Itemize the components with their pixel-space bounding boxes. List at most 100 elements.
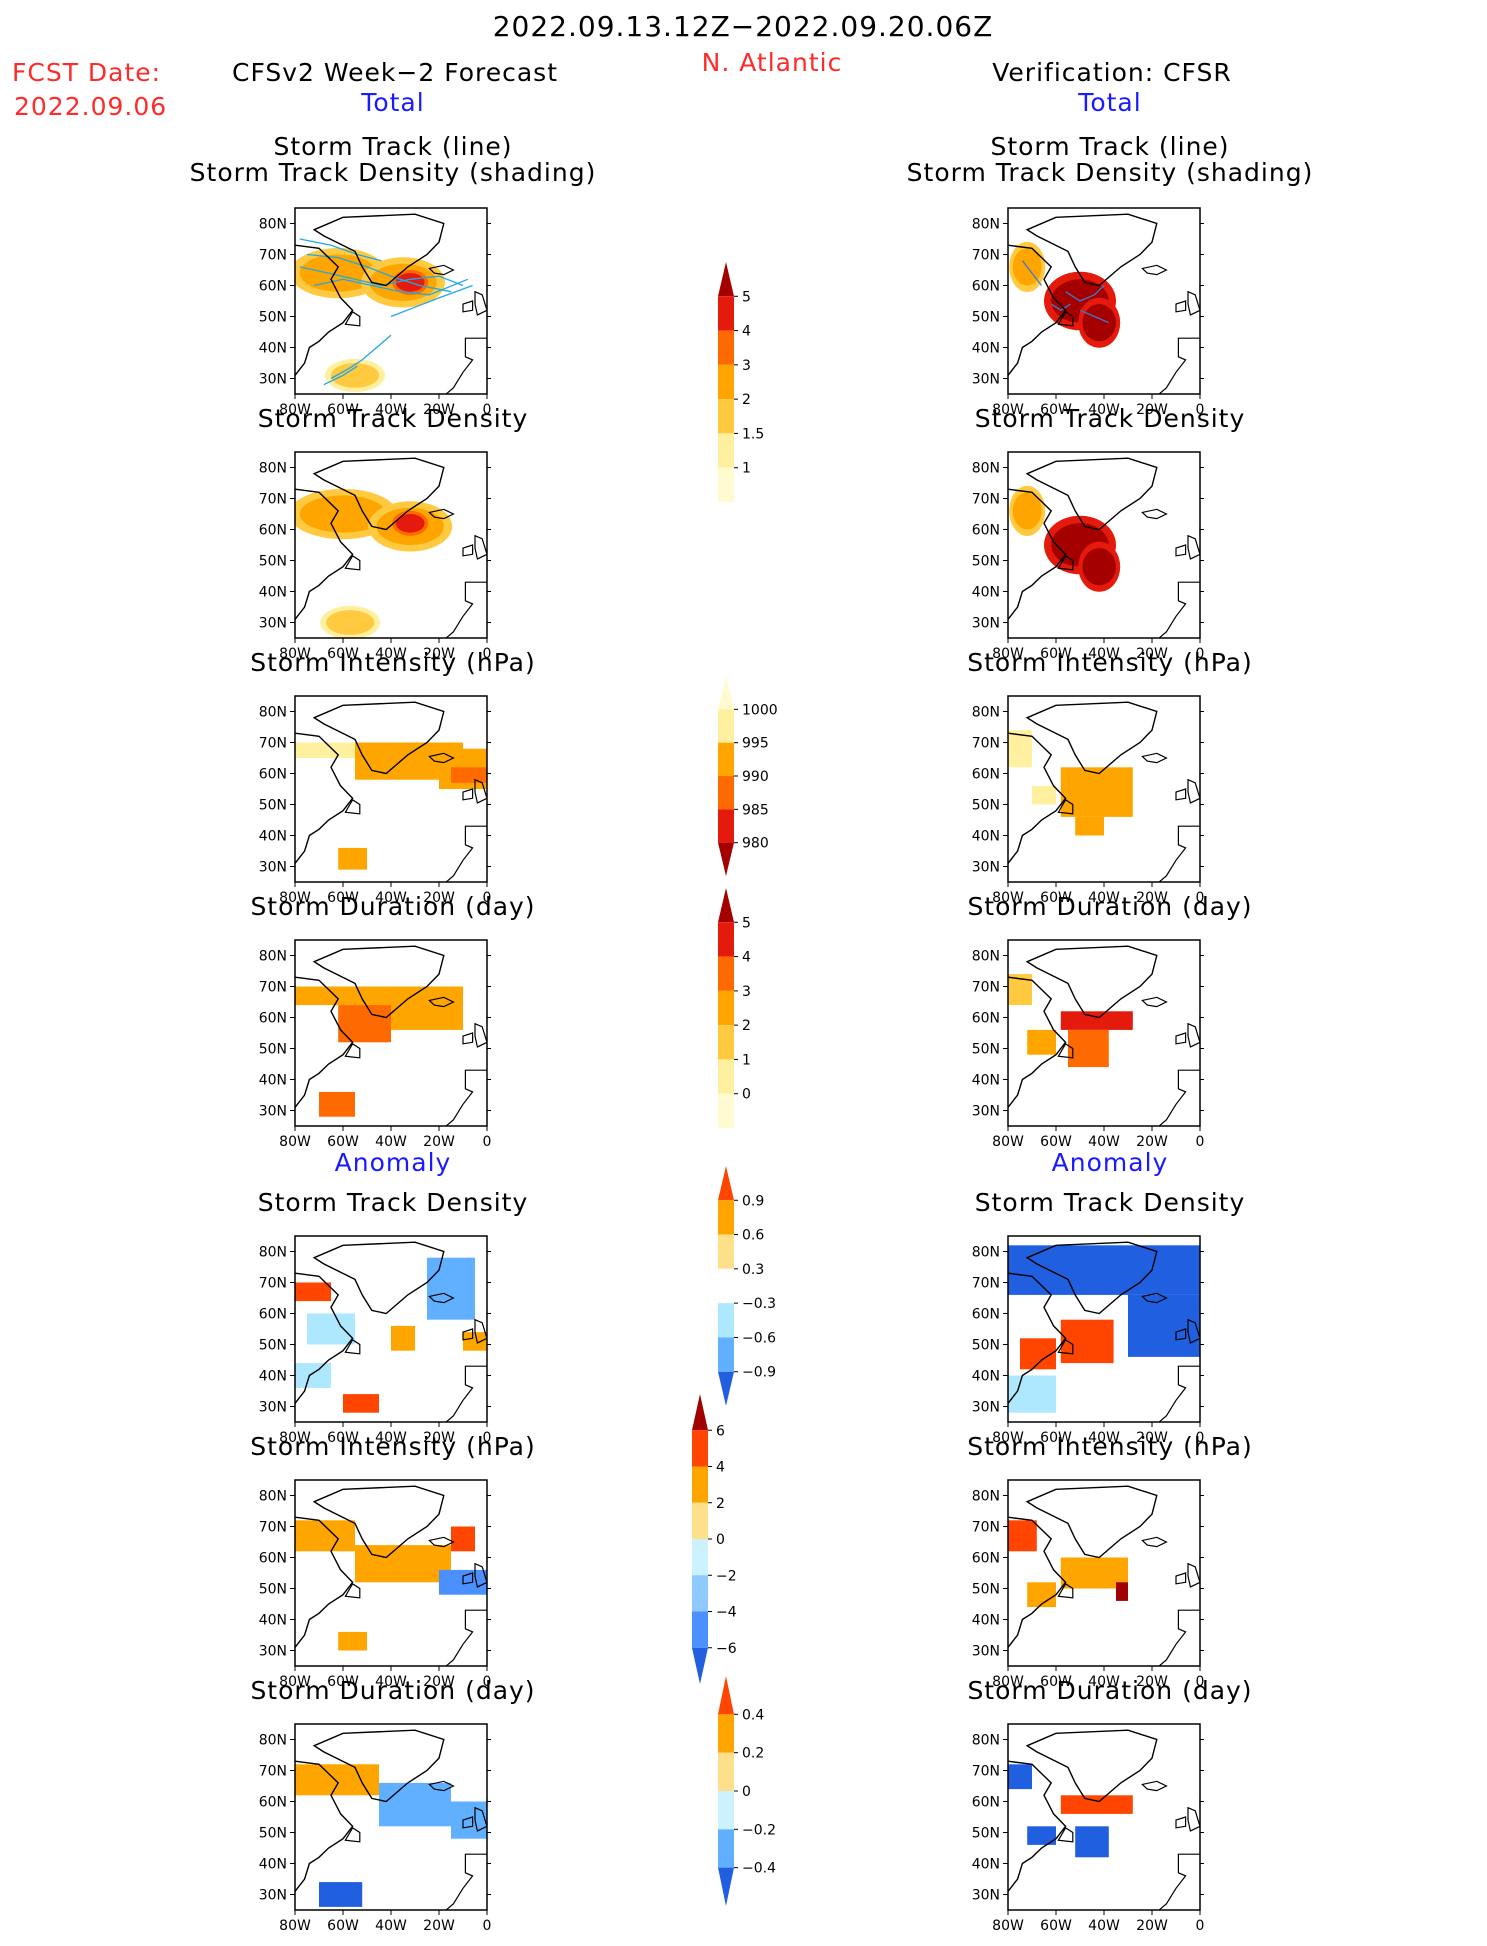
colorbar-density: 5 4 3 2 1.5 1 bbox=[718, 262, 764, 502]
lat-tick-label: 60N bbox=[972, 1011, 1000, 1027]
lon-tick-label: 40W bbox=[1088, 1134, 1120, 1150]
lat-tick-label: 30N bbox=[259, 860, 287, 876]
lon-tick-label: 80W bbox=[992, 402, 1024, 418]
lon-tick-label: 20W bbox=[423, 646, 455, 662]
colorbar-density_anom: 0.9 0.6 0.3 −0.3 −0.6 −0.9 bbox=[718, 1166, 776, 1406]
colorbar-label: 1 bbox=[742, 461, 751, 477]
colorbar-label: 0 bbox=[742, 1087, 751, 1103]
lat-tick-label: 80N bbox=[972, 1733, 1000, 1749]
lon-tick-label: 0 bbox=[1196, 402, 1205, 418]
panel-title-left-5: Storm Track Density bbox=[257, 1188, 529, 1217]
lat-tick-label: 60N bbox=[259, 1551, 287, 1567]
lon-tick-label: 40W bbox=[375, 1674, 407, 1690]
lat-tick-label: 70N bbox=[259, 248, 287, 264]
lon-tick-label: 40W bbox=[1088, 1918, 1120, 1934]
lat-tick-label: 50N bbox=[259, 1338, 287, 1354]
colorbar-label: 0.3 bbox=[742, 1262, 764, 1278]
lat-tick-label: 30N bbox=[972, 1400, 1000, 1416]
colorbar-swatch bbox=[718, 676, 734, 710]
colorbar-label: −0.6 bbox=[742, 1330, 776, 1346]
lat-tick-label: 50N bbox=[972, 554, 1000, 570]
lat-tick-label: 70N bbox=[972, 248, 1000, 264]
lon-tick-label: 0 bbox=[483, 646, 492, 662]
lat-tick-label: 30N bbox=[972, 860, 1000, 876]
colorbar-label: 5 bbox=[742, 289, 751, 305]
lon-tick-label: 0 bbox=[1196, 1674, 1205, 1690]
colorbar-swatch bbox=[718, 776, 734, 810]
panel-title-right-6: Storm Intensity (hPa) bbox=[967, 1432, 1253, 1461]
lat-tick-label: 60N bbox=[972, 523, 1000, 539]
lat-tick-label: 80N bbox=[259, 217, 287, 233]
lat-tick-label: 60N bbox=[972, 279, 1000, 295]
colorbar-label: 0.6 bbox=[742, 1228, 764, 1244]
lat-tick-label: 80N bbox=[259, 1733, 287, 1749]
map-left-total-track: 80N 70N 60N 50N 40N 30N 80W 60W 40W 20W 0 bbox=[259, 207, 491, 418]
grid-cell-block bbox=[338, 1005, 391, 1043]
lat-tick-label: 30N bbox=[972, 372, 1000, 388]
grid-cell-block bbox=[1027, 1029, 1056, 1055]
panel-title-right-3: Storm Intensity (hPa) bbox=[967, 648, 1253, 677]
lon-tick-label: 20W bbox=[1136, 646, 1168, 662]
lon-tick-label: 40W bbox=[375, 1134, 407, 1150]
grid-cell-block bbox=[338, 1631, 367, 1651]
lat-tick-label: 40N bbox=[972, 585, 1000, 601]
fcst-label: FCST Date: bbox=[12, 58, 162, 87]
colorbar-duration_anom: 0.4 0.2 0 −0.2 −0.4 bbox=[718, 1676, 776, 1906]
storm-track-line bbox=[1065, 285, 1105, 302]
lon-tick-label: 20W bbox=[1136, 1134, 1168, 1150]
lat-tick-label: 30N bbox=[259, 1888, 287, 1904]
lon-tick-label: 60W bbox=[327, 890, 359, 906]
lon-tick-label: 20W bbox=[423, 1134, 455, 1150]
lat-tick-label: 60N bbox=[972, 767, 1000, 783]
lat-tick-label: 60N bbox=[972, 1795, 1000, 1811]
lon-tick-label: 60W bbox=[1040, 1918, 1072, 1934]
lat-tick-label: 70N bbox=[972, 1764, 1000, 1780]
colorbar-label: 995 bbox=[742, 736, 769, 752]
right-anomaly-label: Anomaly bbox=[1051, 1148, 1169, 1177]
storm-track-line bbox=[330, 334, 392, 380]
lat-tick-label: 70N bbox=[972, 980, 1000, 996]
grid-cell-block bbox=[1060, 1319, 1114, 1364]
density-blob bbox=[331, 363, 379, 388]
colorbar-label: −0.9 bbox=[742, 1365, 776, 1381]
lat-tick-label: 30N bbox=[259, 616, 287, 632]
lon-tick-label: 60W bbox=[327, 1674, 359, 1690]
panel-title-left-4: Storm Duration (day) bbox=[250, 892, 536, 921]
lon-tick-label: 60W bbox=[1040, 1430, 1072, 1446]
storm-track-line bbox=[299, 266, 464, 287]
lat-tick-label: 30N bbox=[259, 372, 287, 388]
map-right-anom-density: 80N 70N 60N 50N 40N 30N 80W 60W 40W 20W 0 bbox=[972, 1235, 1204, 1446]
grid-cell-block bbox=[463, 1332, 487, 1351]
colorbar-label: 4 bbox=[716, 1460, 725, 1476]
colorbar-swatch bbox=[718, 467, 734, 502]
colorbar-label: 2 bbox=[716, 1496, 725, 1512]
lon-tick-label: 0 bbox=[1196, 646, 1205, 662]
lat-tick-label: 80N bbox=[259, 1245, 287, 1261]
lon-tick-label: 60W bbox=[1040, 1134, 1072, 1150]
lat-tick-label: 40N bbox=[259, 829, 287, 845]
lon-tick-label: 20W bbox=[1136, 890, 1168, 906]
grid-cell-block bbox=[295, 1520, 355, 1552]
colorbar-swatch bbox=[718, 330, 734, 365]
lat-tick-label: 60N bbox=[259, 1307, 287, 1323]
colorbar-label: 2 bbox=[742, 1018, 751, 1034]
lat-tick-label: 70N bbox=[972, 1276, 1000, 1292]
lat-tick-label: 40N bbox=[259, 1857, 287, 1873]
colorbar-label: 1000 bbox=[742, 702, 778, 718]
lat-tick-label: 80N bbox=[259, 949, 287, 965]
lat-tick-label: 40N bbox=[972, 341, 1000, 357]
lat-tick-label: 50N bbox=[259, 1826, 287, 1842]
lat-tick-label: 60N bbox=[259, 1011, 287, 1027]
lat-tick-label: 40N bbox=[259, 585, 287, 601]
lon-tick-label: 20W bbox=[1136, 402, 1168, 418]
colorbar-swatch bbox=[718, 1303, 734, 1338]
colorbar-label: 3 bbox=[742, 984, 751, 1000]
colorbar-duration: 5 4 3 2 1 0 bbox=[718, 888, 751, 1128]
lat-tick-label: 80N bbox=[972, 949, 1000, 965]
storm-track-line bbox=[1079, 309, 1110, 324]
colorbar-label: −4 bbox=[716, 1605, 737, 1621]
panel-title-left-2: Storm Track Density bbox=[257, 404, 529, 433]
grid-cell-block bbox=[1008, 1520, 1037, 1552]
lon-tick-label: 80W bbox=[992, 1918, 1024, 1934]
map-right-total-track: 80N 70N 60N 50N 40N 30N 80W 60W 40W 20W 0 bbox=[972, 207, 1204, 418]
